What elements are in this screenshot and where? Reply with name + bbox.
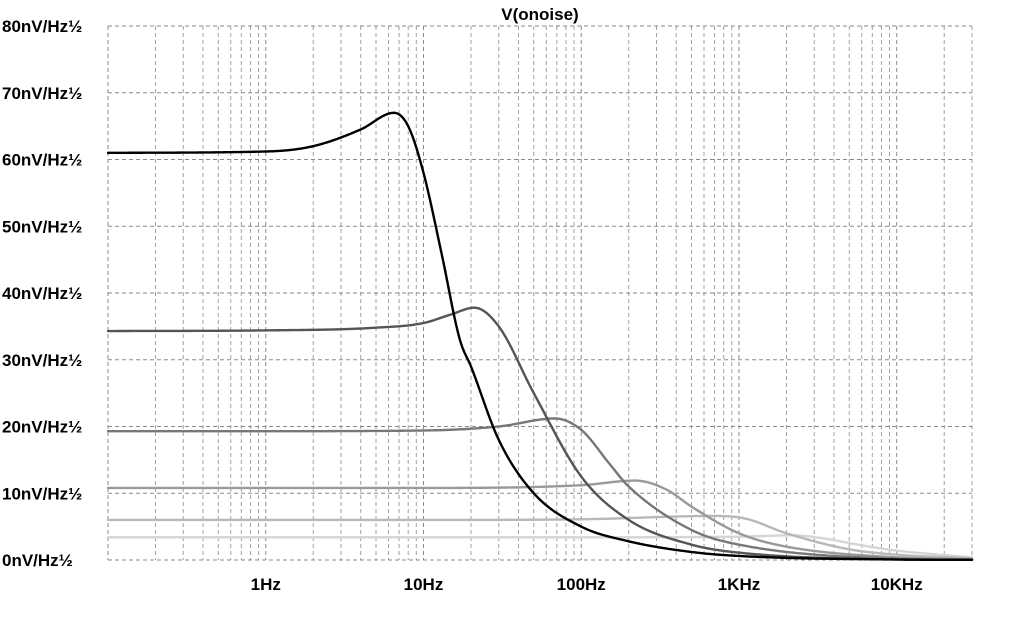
grid-layer [107, 25, 973, 561]
series-line-4 [106, 479, 974, 561]
x-axis-ticks: 1Hz 10Hz 100Hz 1KHz 10KHz [251, 575, 923, 594]
series-layer [106, 111, 974, 562]
y-tick-label: 60nV/Hz½ [2, 151, 82, 170]
y-tick-label: 10nV/Hz½ [2, 484, 82, 503]
y-tick-label: 30nV/Hz½ [2, 351, 82, 370]
x-tick-label: 10Hz [404, 575, 444, 594]
y-tick-label: 0nV/Hz½ [2, 551, 73, 570]
y-axis-ticks: 0nV/Hz½ 10nV/Hz½ 20nV/Hz½ 30nV/Hz½ 40nV/Hz½ 5… [2, 17, 82, 570]
series-line-2 [106, 306, 974, 561]
y-tick-label: 80nV/Hz½ [2, 17, 82, 36]
series-line-1 [106, 111, 974, 562]
series-line-5 [106, 514, 974, 560]
y-tick-label: 70nV/Hz½ [2, 84, 82, 103]
y-tick-label: 20nV/Hz½ [2, 418, 82, 437]
x-tick-label: 100Hz [557, 575, 606, 594]
x-tick-label: 1KHz [718, 575, 761, 594]
y-tick-label: 40nV/Hz½ [2, 284, 82, 303]
y-tick-label: 50nV/Hz½ [2, 217, 82, 236]
x-tick-label: 1Hz [251, 575, 281, 594]
series-line-3 [106, 417, 974, 561]
series-line-6 [106, 534, 974, 559]
chart-title: V(onoise) [501, 5, 578, 24]
x-tick-label: 10KHz [871, 575, 923, 594]
